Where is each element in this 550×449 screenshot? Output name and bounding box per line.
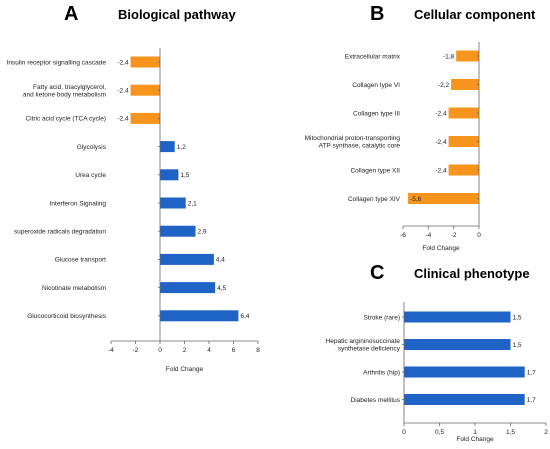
biological-pathway-bar bbox=[160, 197, 186, 209]
biological-pathway-value-label: 4,5 bbox=[217, 285, 226, 292]
cellular-component-value-label: -2,4 bbox=[435, 110, 447, 117]
clinical-phenotype-panel-letter: C bbox=[370, 262, 384, 284]
biological-pathway-title: Biological pathway bbox=[118, 7, 237, 22]
clinical-phenotype-chart: C Clinical phenotype 1,5 Stroke (rare) 1,5 He… bbox=[326, 262, 549, 443]
clinical-phenotype-x-tick-label: 0 bbox=[402, 429, 406, 436]
clinical-phenotype-category-label: Stroke (rare) bbox=[364, 314, 400, 321]
biological-pathway-category-label: Interferon Signaling bbox=[50, 200, 107, 207]
cellular-component-x-tick-label: 0 bbox=[477, 232, 481, 239]
cellular-component-value-label: -5,6 bbox=[410, 196, 422, 203]
biological-pathway-bar bbox=[160, 282, 216, 294]
biological-pathway-category-label: Glucocorticoid biosynthesis bbox=[27, 313, 107, 320]
cellular-component-category-label: Collagen type XIV bbox=[348, 196, 401, 203]
biological-pathway-category-label: superoxide radicals degradation bbox=[14, 229, 107, 236]
clinical-phenotype-category-label: Arthritis (hip) bbox=[363, 369, 400, 376]
biological-pathway-value-label: 1,5 bbox=[180, 172, 189, 179]
cellular-component-bar bbox=[408, 193, 479, 204]
biological-pathway-category-label: Glycolysis bbox=[77, 144, 107, 151]
cellular-component-bar bbox=[451, 79, 479, 90]
cellular-component-x-tick-label: -6 bbox=[400, 232, 406, 239]
clinical-phenotype-value-label: 1,7 bbox=[527, 397, 536, 404]
biological-pathway-value-label: 1,2 bbox=[177, 144, 186, 151]
biological-pathway-category-label: Glucose transport bbox=[55, 257, 106, 264]
biological-pathway-x-tick-label: -4 bbox=[108, 347, 114, 354]
biological-pathway-category-label: Insulin receptor signalling cascade bbox=[7, 59, 107, 66]
cellular-component-x-tick-label: -2 bbox=[451, 232, 457, 239]
cellular-component-bar bbox=[448, 136, 479, 147]
biological-pathway-x-tick-label: -2 bbox=[133, 347, 139, 354]
biological-pathway-bar bbox=[160, 310, 239, 322]
biological-pathway-bar bbox=[160, 141, 175, 153]
biological-pathway-x-axis-label: Fold Change bbox=[166, 366, 204, 373]
cellular-component-category-label: Collagen type III bbox=[353, 110, 400, 117]
cellular-component-category-label: Extracellular matrix bbox=[345, 53, 401, 60]
cellular-component-category-label: Collagen type XII bbox=[350, 167, 400, 174]
biological-pathway-value-label: 6,4 bbox=[240, 313, 249, 320]
cellular-component-x-axis-label: Fold Change bbox=[422, 245, 460, 252]
biological-pathway-value-label: 2,9 bbox=[198, 229, 207, 236]
cellular-component-value-label: -2,4 bbox=[435, 167, 447, 174]
cellular-component-x-tick-label: -4 bbox=[425, 232, 431, 239]
biological-pathway-value-label: -2,4 bbox=[117, 59, 129, 66]
clinical-phenotype-x-tick-label: 2 bbox=[544, 429, 548, 436]
biological-pathway-bar bbox=[160, 225, 196, 237]
clinical-phenotype-value-label: 1,5 bbox=[513, 314, 522, 321]
clinical-phenotype-bar bbox=[404, 366, 525, 378]
biological-pathway-chart: A Biological pathway -2,4 Insulin receptor … bbox=[7, 3, 261, 373]
clinical-phenotype-value-label: 1,5 bbox=[513, 342, 522, 349]
biological-pathway-value-label: 4,4 bbox=[216, 257, 225, 264]
biological-pathway-value-label: -2,4 bbox=[117, 88, 129, 95]
clinical-phenotype-bar bbox=[404, 394, 525, 405]
biological-pathway-x-tick-label: 2 bbox=[183, 347, 187, 354]
clinical-phenotype-x-tick-label: 1 bbox=[473, 429, 477, 436]
biological-pathway-bar bbox=[130, 56, 160, 68]
biological-pathway-category-label: Fatty acid, triacylglycerol, and ketone b… bbox=[23, 84, 106, 99]
biological-pathway-bar bbox=[130, 84, 160, 96]
biological-pathway-bar bbox=[160, 253, 214, 265]
biological-pathway-bar bbox=[160, 169, 179, 181]
cellular-component-title: Cellular component bbox=[414, 7, 536, 22]
biological-pathway-x-tick-label: 0 bbox=[158, 347, 162, 354]
cellular-component-panel-letter: B bbox=[370, 3, 384, 25]
clinical-phenotype-x-tick-label: 1,5 bbox=[506, 429, 515, 436]
cellular-component-value-label: -2,4 bbox=[435, 139, 447, 146]
clinical-phenotype-x-tick-label: 0,5 bbox=[435, 429, 444, 436]
cellular-component-category-label: Collagen type VI bbox=[352, 82, 400, 89]
biological-pathway-bar bbox=[130, 112, 160, 124]
biological-pathway-category-label: Urea cycle bbox=[75, 172, 106, 179]
cellular-component-bar bbox=[456, 50, 479, 62]
clinical-phenotype-category-label: Diabetes mellitus bbox=[351, 397, 401, 404]
biological-pathway-x-tick-label: 4 bbox=[207, 347, 211, 354]
cellular-component-bar bbox=[448, 107, 479, 119]
clinical-phenotype-title: Clinical phenotype bbox=[414, 266, 530, 281]
cellular-component-chart: B Cellular component -1,8 Extracellular mat… bbox=[305, 3, 536, 252]
cellular-component-value-label: -2,2 bbox=[438, 82, 450, 89]
biological-pathway-category-label: Citric acid cycle (TCA cycle) bbox=[25, 116, 106, 123]
cellular-component-value-label: -1,8 bbox=[443, 53, 455, 60]
clinical-phenotype-x-axis-label: Fold Change bbox=[456, 436, 494, 443]
clinical-phenotype-value-label: 1,7 bbox=[527, 369, 536, 376]
biological-pathway-value-label: -2,4 bbox=[117, 116, 129, 123]
biological-pathway-category-label: Nicotinate metabolism bbox=[42, 285, 106, 292]
biological-pathway-panel-letter: A bbox=[64, 3, 78, 25]
cellular-component-bar bbox=[448, 164, 479, 176]
clinical-phenotype-bar bbox=[404, 339, 511, 350]
cellular-component-category-label: Mitochondrial proton-transporting ATP syn… bbox=[305, 135, 401, 150]
clinical-phenotype-bar bbox=[404, 311, 511, 323]
clinical-phenotype-category-label: Hepatic argininosuccinate synthetase defi… bbox=[326, 338, 401, 353]
biological-pathway-x-tick-label: 6 bbox=[232, 347, 236, 354]
biological-pathway-value-label: 2,1 bbox=[188, 200, 197, 207]
biological-pathway-x-tick-label: 8 bbox=[256, 347, 260, 354]
